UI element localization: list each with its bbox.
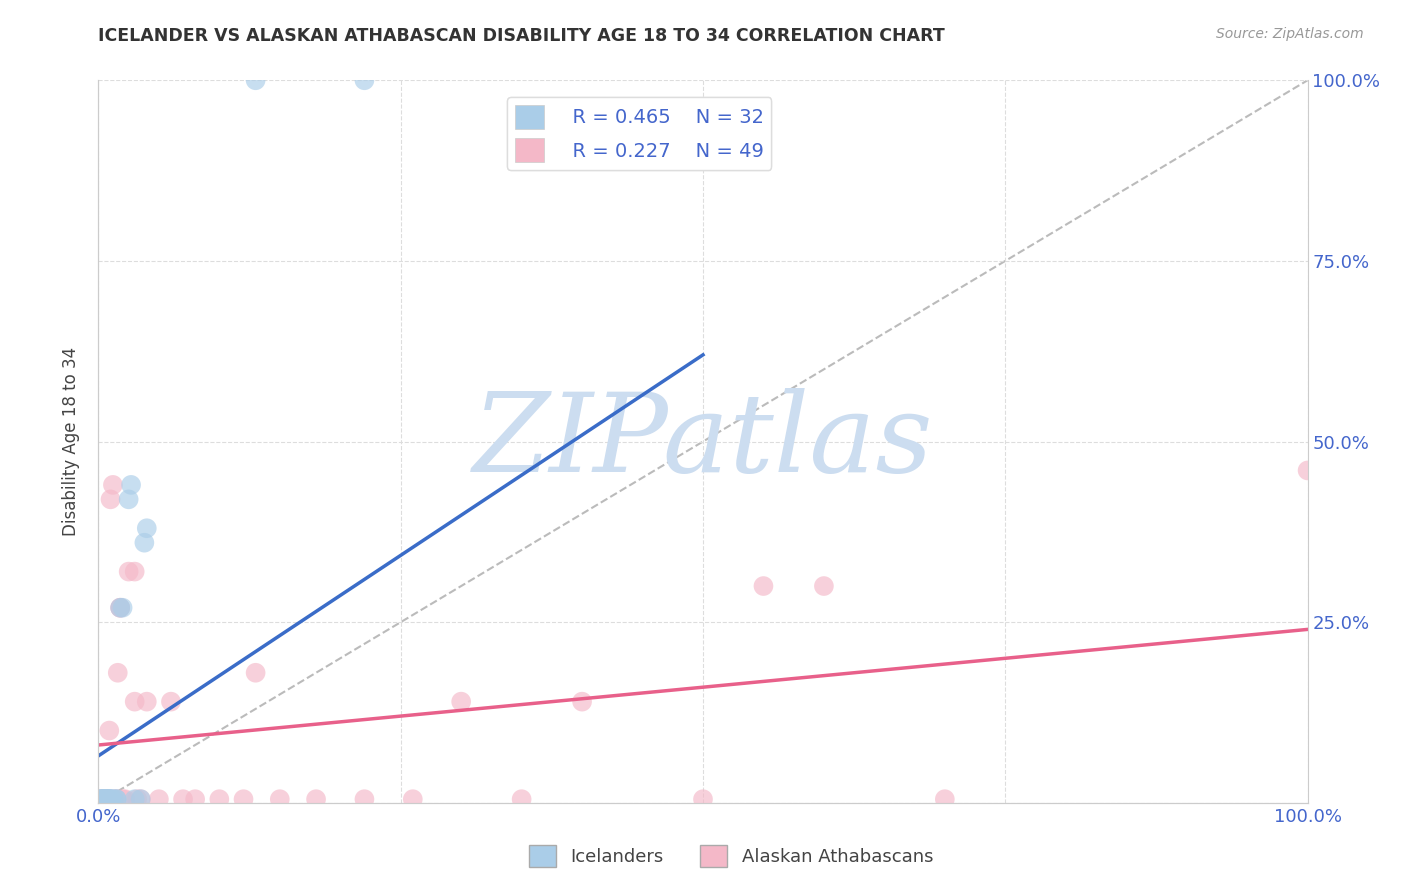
Point: [100, 492, 122, 507]
Point: [97, 792, 120, 806]
Point: [91, 792, 114, 806]
Point: [96, 792, 118, 806]
Point: [118, 565, 141, 579]
Point: [90, 792, 112, 806]
Point: [571, 695, 593, 709]
Point: [100, 792, 122, 806]
Point: [172, 792, 194, 806]
Point: [90, 792, 112, 806]
Point: [305, 792, 328, 806]
Point: [98, 792, 121, 806]
Point: [245, 665, 267, 680]
Point: [934, 792, 956, 806]
Point: [450, 695, 472, 709]
Text: Source: ZipAtlas.com: Source: ZipAtlas.com: [1216, 27, 1364, 41]
Point: [813, 579, 835, 593]
Point: [96, 792, 118, 806]
Point: [100, 792, 122, 806]
Point: [120, 478, 142, 492]
Point: [94, 792, 117, 806]
Point: [1296, 463, 1319, 477]
Point: [135, 521, 157, 535]
Point: [100, 792, 122, 806]
Point: [105, 792, 128, 806]
Point: [90, 792, 112, 806]
Text: ICELANDER VS ALASKAN ATHABASCAN DISABILITY AGE 18 TO 34 CORRELATION CHART: ICELANDER VS ALASKAN ATHABASCAN DISABILI…: [98, 27, 945, 45]
Point: [692, 792, 714, 806]
Point: [94, 792, 117, 806]
Point: [184, 792, 207, 806]
Point: [91, 792, 114, 806]
Point: [93, 792, 115, 806]
Point: [101, 478, 124, 492]
Point: [510, 792, 533, 806]
Point: [94, 792, 117, 806]
Point: [129, 792, 152, 806]
Legend:   R = 0.465    N = 32,   R = 0.227    N = 49: R = 0.465 N = 32, R = 0.227 N = 49: [508, 97, 772, 170]
Point: [97, 792, 120, 806]
Point: [124, 695, 146, 709]
Point: [91, 792, 114, 806]
Point: [135, 695, 157, 709]
Point: [98, 792, 121, 806]
Point: [108, 600, 131, 615]
Point: [269, 792, 291, 806]
Point: [134, 535, 156, 549]
Point: [108, 600, 131, 615]
Point: [111, 792, 134, 806]
Point: [97, 792, 120, 806]
Point: [148, 792, 170, 806]
Point: [100, 792, 122, 806]
Point: [129, 792, 152, 806]
Point: [93, 792, 115, 806]
Point: [93, 792, 115, 806]
Point: [118, 492, 141, 507]
Point: [353, 792, 375, 806]
Point: [91, 792, 114, 806]
Point: [111, 600, 134, 615]
Point: [91, 792, 114, 806]
Point: [96, 792, 118, 806]
Point: [124, 565, 146, 579]
Point: [108, 600, 131, 615]
Point: [105, 792, 128, 806]
Point: [91, 792, 114, 806]
Point: [105, 792, 128, 806]
Text: ZIPatlas: ZIPatlas: [472, 388, 934, 495]
Point: [245, 73, 267, 87]
Point: [353, 73, 375, 87]
Point: [103, 792, 125, 806]
Y-axis label: Disability Age 18 to 34: Disability Age 18 to 34: [62, 347, 80, 536]
Point: [127, 792, 149, 806]
Point: [98, 792, 121, 806]
Point: [107, 665, 129, 680]
Point: [93, 792, 115, 806]
Point: [104, 792, 127, 806]
Point: [752, 579, 775, 593]
Point: [402, 792, 425, 806]
Point: [94, 792, 117, 806]
Point: [208, 792, 231, 806]
Point: [114, 792, 136, 806]
Legend: Icelanders, Alaskan Athabascans: Icelanders, Alaskan Athabascans: [522, 838, 941, 874]
Point: [232, 792, 254, 806]
Point: [124, 792, 146, 806]
Point: [97, 792, 120, 806]
Point: [98, 723, 121, 738]
Point: [96, 792, 118, 806]
Point: [91, 792, 114, 806]
Point: [160, 695, 183, 709]
